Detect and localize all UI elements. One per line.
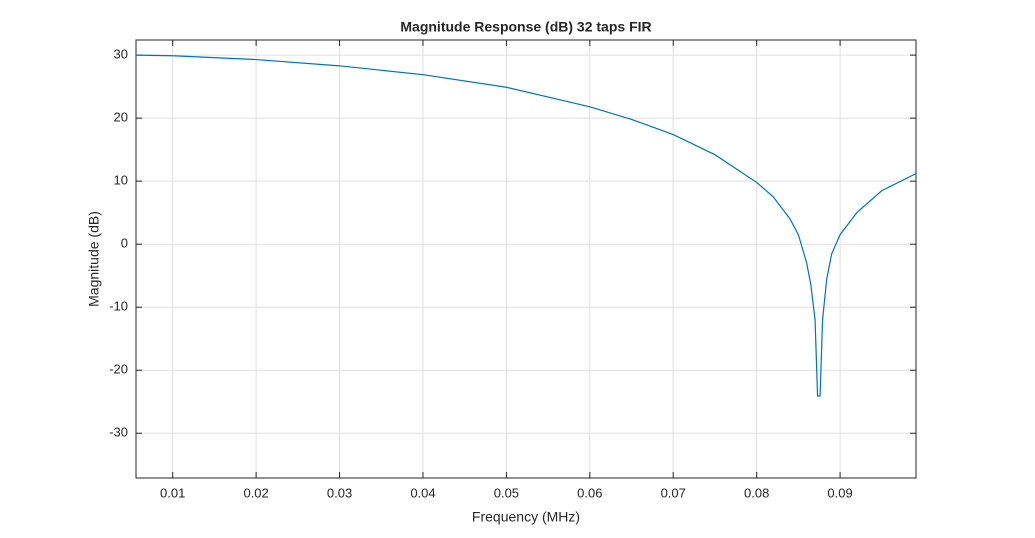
data-line bbox=[135, 54, 917, 397]
x-tick-label: 0.04 bbox=[410, 485, 435, 500]
y-tick-label: 10 bbox=[114, 173, 128, 188]
x-tick-label: 0.09 bbox=[827, 485, 852, 500]
x-tick-label: 0.06 bbox=[577, 485, 602, 500]
y-tick-label: 0 bbox=[121, 236, 128, 251]
y-tick-label: -20 bbox=[109, 362, 128, 377]
y-tick-label: -10 bbox=[109, 299, 128, 314]
x-axis-label: Frequency (MHz) bbox=[472, 509, 580, 525]
y-axis-label: Magnitude (dB) bbox=[86, 211, 102, 307]
x-tick-label: 0.01 bbox=[160, 485, 185, 500]
x-tick-label: 0.08 bbox=[744, 485, 769, 500]
y-tick-label: 20 bbox=[114, 110, 128, 125]
x-tick-label: 0.07 bbox=[661, 485, 686, 500]
x-tick-label: 0.02 bbox=[243, 485, 268, 500]
x-tick-label: 0.05 bbox=[494, 485, 519, 500]
x-tick-label: 0.03 bbox=[327, 485, 352, 500]
chart-title: Magnitude Response (dB) 32 taps FIR bbox=[400, 19, 651, 35]
plot-frame bbox=[135, 39, 917, 479]
y-tick-label: 30 bbox=[114, 47, 128, 62]
y-tick-label: -30 bbox=[109, 425, 128, 440]
